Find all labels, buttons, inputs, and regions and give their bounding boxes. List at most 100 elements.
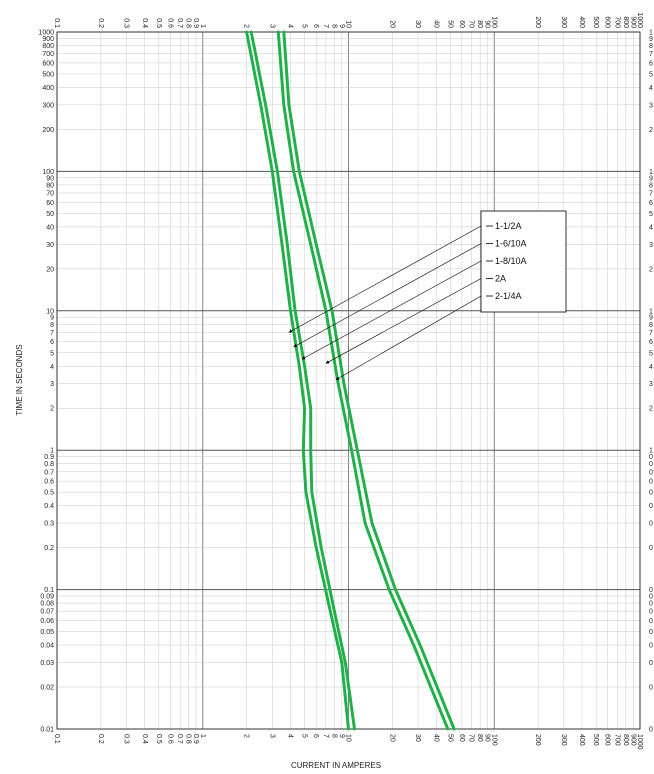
x-tick-label-top: 4 xyxy=(287,24,294,28)
x-tick-label-bottom: 0.5 xyxy=(155,734,162,744)
x-tick-label-bottom: 0.6 xyxy=(166,734,173,744)
y-tick-label-right: 0 xyxy=(649,643,653,650)
y-tick-label-right: 8 xyxy=(649,182,653,189)
y-tick-label-right: 1 xyxy=(649,448,653,455)
legend: 1-1/2A 1-6/10A 1-8/10A 2A 2-1/4A xyxy=(480,210,567,313)
y-tick-label-right: 0 xyxy=(649,601,653,608)
y-tick-label-left: 0.08 xyxy=(40,601,54,608)
x-tick-label-bottom: 600 xyxy=(604,734,611,746)
x-tick-label-top: 9 xyxy=(338,24,345,28)
y-tick-label-left: 4 xyxy=(50,364,54,371)
x-tick-label-bottom: 60 xyxy=(458,734,465,742)
x-tick-label-top: 90 xyxy=(484,20,491,28)
legend-arrows xyxy=(288,225,482,381)
tick-labels: 0.10.10.20.20.30.30.40.40.50.50.60.60.70… xyxy=(38,12,653,749)
y-tick-label-right: 2 xyxy=(649,266,653,273)
y-tick-label-left: 0.4 xyxy=(44,503,54,510)
y-tick-label-left: 9 xyxy=(50,315,54,322)
legend-entry-label: 2A xyxy=(495,274,506,284)
y-tick-label-right: 0 xyxy=(649,521,653,528)
y-tick-label-right: 9 xyxy=(649,36,653,43)
x-tick-label-bottom: 200 xyxy=(534,734,541,746)
y-tick-label-right: 4 xyxy=(649,224,653,231)
x-tick-label-top: 2 xyxy=(243,24,250,28)
y-tick-label-left: 0.9 xyxy=(44,454,54,461)
y-tick-label-left: 8 xyxy=(50,322,54,329)
x-tick-label-top: 0.5 xyxy=(155,18,162,28)
y-tick-label-left: 80 xyxy=(46,182,54,189)
grid xyxy=(56,31,641,730)
legend-entry-label: 1-1/2A xyxy=(495,221,522,231)
x-tick-label-top: 0.6 xyxy=(166,18,173,28)
legend-entry-label: 1-6/10A xyxy=(495,239,527,249)
y-tick-label-left: 0.02 xyxy=(40,685,54,692)
x-tick-label-top: 80 xyxy=(476,20,483,28)
y-tick-label-left: 100 xyxy=(42,169,54,176)
y-tick-label-left: 500 xyxy=(42,71,54,78)
y-tick-label-right: 0 xyxy=(649,587,653,594)
x-tick-label-bottom: 0.2 xyxy=(97,734,104,744)
x-tick-label-bottom: 700 xyxy=(613,734,620,746)
y-tick-label-right: 3 xyxy=(649,102,653,109)
x-tick-label-top: 700 xyxy=(613,16,620,28)
x-tick-label-bottom: 1 xyxy=(199,734,206,738)
y-tick-label-right: 3 xyxy=(649,381,653,388)
x-tick-label-top: 3 xyxy=(268,24,275,28)
x-tick-label-top: 5 xyxy=(301,24,308,28)
x-tick-label-bottom: 0.8 xyxy=(185,734,192,744)
y-tick-label-right: 0 xyxy=(649,461,653,468)
y-tick-label-right: 1 xyxy=(649,169,653,176)
y-tick-label-right: 0 xyxy=(649,545,653,552)
series-line-2 xyxy=(249,30,356,731)
y-tick-label-left: 3 xyxy=(50,381,54,388)
x-tick-label-top: 30 xyxy=(414,20,421,28)
y-tick-label-right: 0 xyxy=(649,490,653,497)
legend-arrow xyxy=(301,260,482,360)
x-tick-label-bottom: 50 xyxy=(446,734,453,742)
y-tick-label-right: 0 xyxy=(649,685,653,692)
y-tick-label-left: 0.5 xyxy=(44,490,54,497)
y-tick-label-left: 30 xyxy=(46,242,54,249)
x-tick-label-top: 500 xyxy=(592,16,599,28)
y-tick-label-left: 300 xyxy=(42,102,54,109)
x-tick-label-top: 0.2 xyxy=(97,18,104,28)
x-tick-label-bottom: 500 xyxy=(592,734,599,746)
y-tick-label-right: 6 xyxy=(649,60,653,67)
x-tick-label-bottom: 900 xyxy=(629,734,636,746)
y-tick-label-left: 0.3 xyxy=(44,521,54,528)
y-tick-label-left: 90 xyxy=(46,175,54,182)
y-tick-label-right: 0 xyxy=(649,727,653,734)
x-tick-label-bottom: 90 xyxy=(484,734,491,742)
y-tick-label-left: 0.07 xyxy=(40,609,54,616)
y-tick-label-right: 7 xyxy=(649,330,653,337)
y-tick-label-left: 50 xyxy=(46,211,54,218)
x-tick-label-bottom: 8 xyxy=(330,734,337,738)
y-tick-label-right: 0 xyxy=(649,618,653,625)
x-tick-label-bottom: 7 xyxy=(322,734,329,738)
y-tick-label-left: 0.7 xyxy=(44,469,54,476)
y-tick-label-left: 20 xyxy=(46,266,54,273)
x-tick-label-bottom: 80 xyxy=(476,734,483,742)
legend-arrow xyxy=(288,225,482,333)
y-tick-label-left: 60 xyxy=(46,200,54,207)
y-tick-label-left: 600 xyxy=(42,60,54,67)
x-tick-label-top: 40 xyxy=(432,20,439,28)
y-tick-label-right: 0 xyxy=(649,479,653,486)
x-tick-label-bottom: 400 xyxy=(578,734,585,746)
y-tick-label-left: 400 xyxy=(42,85,54,92)
y-tick-label-right: 1 xyxy=(649,308,653,315)
x-tick-label-bottom: 2 xyxy=(243,734,250,738)
y-tick-label-left: 7 xyxy=(50,330,54,337)
x-tick-label-bottom: 300 xyxy=(560,734,567,746)
x-tick-label-top: 900 xyxy=(629,16,636,28)
y-tick-label-right: 2 xyxy=(649,406,653,413)
y-tick-label-right: 6 xyxy=(649,200,653,207)
y-tick-label-left: 800 xyxy=(42,43,54,50)
x-tick-label-top: 8 xyxy=(330,24,337,28)
y-tick-label-right: 4 xyxy=(649,85,653,92)
y-tick-label-right: 0 xyxy=(649,629,653,636)
x-tick-label-bottom: 4 xyxy=(287,734,294,738)
x-tick-label-top: 400 xyxy=(578,16,585,28)
x-tick-label-bottom: 30 xyxy=(414,734,421,742)
